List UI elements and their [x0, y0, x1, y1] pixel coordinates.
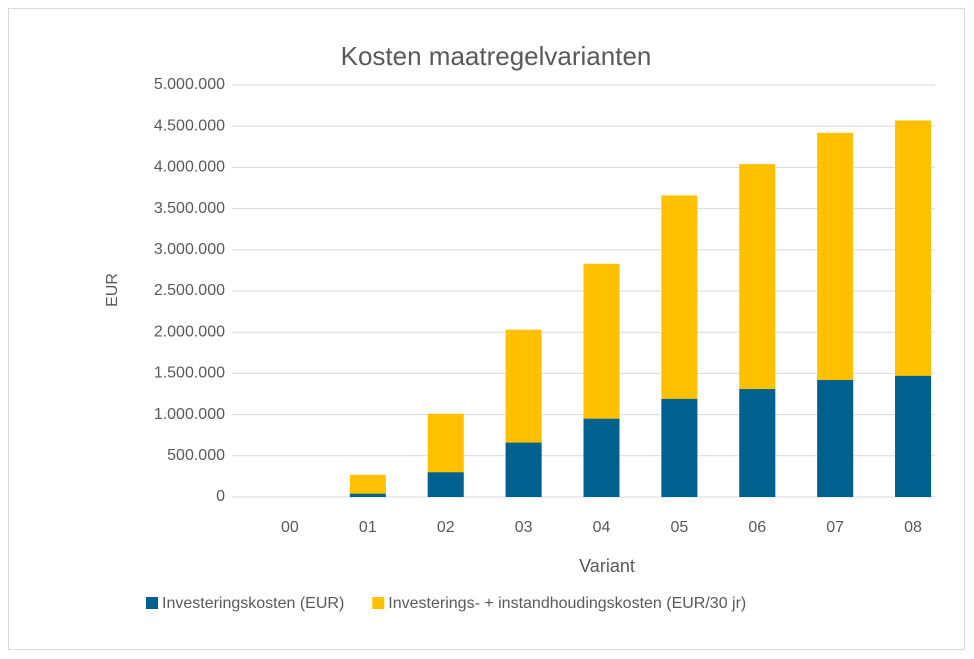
x-tick-label: 01	[359, 519, 377, 536]
y-tick-label: 2.500.000	[154, 282, 225, 299]
bar	[817, 379, 854, 497]
bar	[349, 493, 386, 497]
y-tick-label: 1.000.000	[154, 406, 225, 423]
y-tick-label: 1.500.000	[154, 365, 225, 382]
y-tick-label: 5.000.000	[154, 76, 225, 93]
chart-title: Kosten maatregelvarianten	[341, 41, 652, 71]
y-tick-label: 500.000	[167, 447, 225, 464]
x-tick-label: 02	[437, 519, 455, 536]
bar	[427, 472, 464, 497]
y-tick-label: 3.000.000	[154, 241, 225, 258]
legend-label: Investerings- + instandhoudingskosten (E…	[388, 595, 746, 612]
y-axis-title: EUR	[104, 273, 121, 307]
legend-swatch	[146, 597, 158, 609]
x-tick-label: 05	[670, 519, 688, 536]
bar	[739, 389, 776, 497]
bar	[661, 398, 698, 497]
x-tick-label: 00	[281, 519, 299, 536]
x-tick-label: 07	[826, 519, 844, 536]
x-tick-label: 03	[515, 519, 533, 536]
y-tick-label: 3.500.000	[154, 200, 225, 217]
bar	[895, 375, 932, 497]
x-tick-label: 04	[593, 519, 611, 536]
y-tick-label: 4.500.000	[154, 117, 225, 134]
bar	[505, 442, 542, 497]
y-tick-label: 4.000.000	[154, 159, 225, 176]
chart-border	[8, 8, 965, 650]
x-tick-label: 08	[904, 519, 922, 536]
x-axis-title: Variant	[579, 556, 635, 576]
bar	[583, 418, 620, 497]
legend-label: Investeringskosten (EUR)	[162, 595, 344, 612]
bar	[349, 474, 386, 497]
legend-swatch	[372, 597, 385, 609]
x-tick-label: 06	[748, 519, 766, 536]
y-tick-label: 0	[216, 488, 225, 505]
y-tick-label: 2.000.000	[154, 323, 225, 340]
